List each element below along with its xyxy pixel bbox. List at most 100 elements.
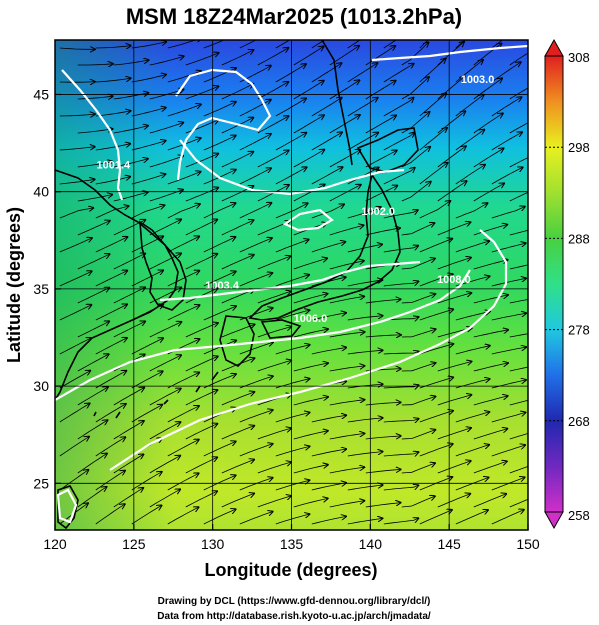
streamline: [239, 342, 273, 355]
y-tick-label: 30: [33, 378, 49, 394]
streamline: [383, 281, 419, 287]
streamline: [59, 470, 89, 491]
streamline: [239, 100, 271, 117]
streamline: [203, 475, 236, 491]
isobar-labels: 1001.4 1002.0 1003.4 1003.0 1006.0 1008.0: [97, 74, 495, 325]
streamline: [203, 203, 236, 219]
streamline: [509, 264, 528, 270]
x-axis-label: Longitude (degrees): [204, 560, 377, 580]
streamline: [293, 47, 324, 66]
streamline: [383, 246, 418, 253]
streamline: [77, 387, 108, 406]
streamline: [275, 98, 306, 117]
streamline: [419, 309, 453, 321]
streamline: [167, 204, 200, 219]
streamline: [59, 271, 92, 287]
streamline: [383, 210, 418, 219]
streamline: [113, 388, 144, 406]
streamline: [383, 485, 419, 491]
streamline: [95, 404, 126, 423]
streamline: [59, 437, 89, 457]
streamline: [59, 371, 90, 389]
streamline: [221, 152, 254, 168]
streamline: [347, 63, 378, 83]
credit-data: Data from http://database.rish.kyoto-u.a…: [157, 611, 431, 622]
streamline: [401, 463, 435, 474]
streamline: [203, 509, 236, 525]
streamline: [509, 87, 528, 100]
streamline: [401, 112, 430, 134]
streamline: [401, 496, 435, 508]
isobar-line-1008: [109, 229, 508, 471]
streamline: [311, 348, 346, 355]
coastlines: [55, 40, 419, 530]
streamline: [311, 483, 346, 491]
isobar-line-1001: [61, 69, 124, 201]
streamline: [455, 412, 490, 423]
streamline: [167, 40, 202, 49]
streamline: [311, 98, 342, 117]
streamline: [365, 151, 397, 168]
streamline: [77, 195, 112, 202]
colorbar-tick-label: 298: [568, 140, 590, 155]
streamline: [293, 185, 325, 202]
streamline: [401, 397, 436, 406]
streamline: [239, 512, 273, 525]
streamline: [257, 462, 291, 474]
x-tick-label: 135: [280, 536, 304, 552]
streamline: [437, 293, 472, 304]
isobar-line-1003: [159, 260, 421, 302]
isobar-small-loop: [282, 208, 334, 232]
streamline: [275, 64, 306, 83]
taiwan-coastline: [57, 485, 79, 530]
streamline: [149, 156, 183, 168]
streamline: [365, 116, 396, 134]
streamline: [491, 510, 524, 525]
streamline: [95, 177, 130, 185]
streamline: [185, 424, 218, 440]
streamline: [95, 504, 125, 525]
streamline: [509, 399, 528, 406]
streamline: [329, 501, 365, 508]
streamline: [383, 518, 418, 525]
isobar-north-blob: [175, 68, 272, 181]
colorbar-tick-label: 268: [568, 414, 590, 429]
streamline: [257, 116, 289, 134]
streamline: [401, 43, 429, 66]
streamline: [491, 278, 526, 287]
streamline: [329, 467, 365, 474]
streamline: [239, 308, 273, 321]
streamline: [167, 473, 199, 491]
streamline: [257, 428, 291, 440]
streamline: [239, 134, 271, 151]
streamline: [221, 50, 254, 66]
streamline: [293, 81, 324, 100]
streamline: [509, 366, 528, 372]
streamline: [293, 150, 325, 168]
streamline: [419, 239, 452, 253]
y-tick-label: 35: [33, 281, 49, 297]
streamline: [329, 366, 365, 372]
streamline: [113, 220, 146, 236]
streamline: [473, 148, 504, 168]
streamline: [275, 275, 309, 287]
colorbar-tick-label: 288: [568, 231, 590, 246]
streamline: [149, 355, 181, 372]
y-axis-label: Latitude (degrees): [4, 207, 24, 363]
isobar-label: 1003.0: [461, 74, 495, 86]
streamline: [77, 288, 110, 304]
streamline: [239, 168, 271, 185]
colorbar-tick-label: 278: [568, 323, 590, 338]
isobar-label: 1006.0: [294, 313, 328, 325]
streamline: [437, 428, 471, 440]
streamline: [59, 82, 95, 83]
streamline: [293, 397, 328, 406]
streamline: [491, 380, 526, 389]
streamline: [95, 371, 127, 389]
streamline: [311, 449, 346, 457]
streamline: [509, 229, 528, 236]
streamline: [167, 507, 199, 525]
streamline: [149, 489, 180, 508]
streamline: [509, 122, 528, 134]
streamline: [167, 305, 200, 321]
